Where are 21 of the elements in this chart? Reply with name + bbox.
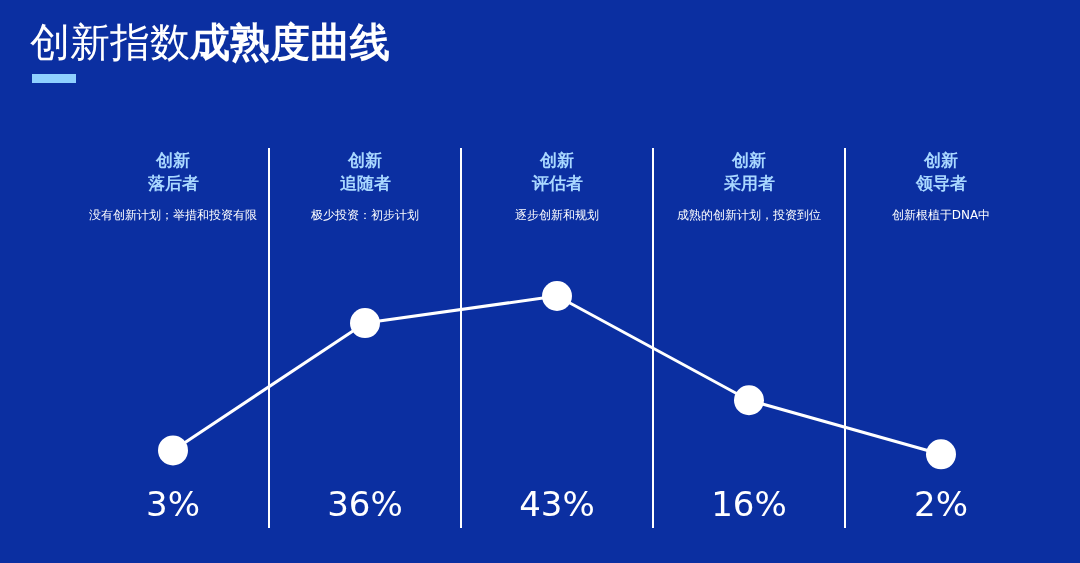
point	[734, 385, 764, 416]
x-tick-label: 创新评估者	[530, 150, 583, 193]
text: 极少投资：初步计划	[310, 208, 419, 222]
point	[542, 281, 572, 311]
text: 成熟的创新计划，投资到位	[677, 208, 821, 222]
data-label: 36%	[327, 484, 403, 524]
data-label: 2%	[914, 484, 968, 524]
x-tick-label: 创新领导者	[914, 150, 967, 193]
text: 没有创新计划；举措和投资有限	[89, 208, 257, 222]
point	[926, 439, 956, 470]
point	[158, 435, 188, 466]
chart-title: 创新指数成熟度曲线	[30, 19, 390, 65]
text: 逐步创新和规划	[515, 208, 599, 222]
x-tick-label: 创新追随者	[338, 150, 391, 193]
data-label: 43%	[519, 484, 595, 524]
text: 创新根植于DNA中	[891, 208, 991, 222]
x-tick-label: 创新落后者	[146, 150, 199, 193]
data-label: 16%	[711, 484, 787, 524]
point	[350, 308, 380, 339]
x-tick-label: 创新采用者	[722, 150, 775, 193]
data-label: 3%	[146, 484, 200, 524]
